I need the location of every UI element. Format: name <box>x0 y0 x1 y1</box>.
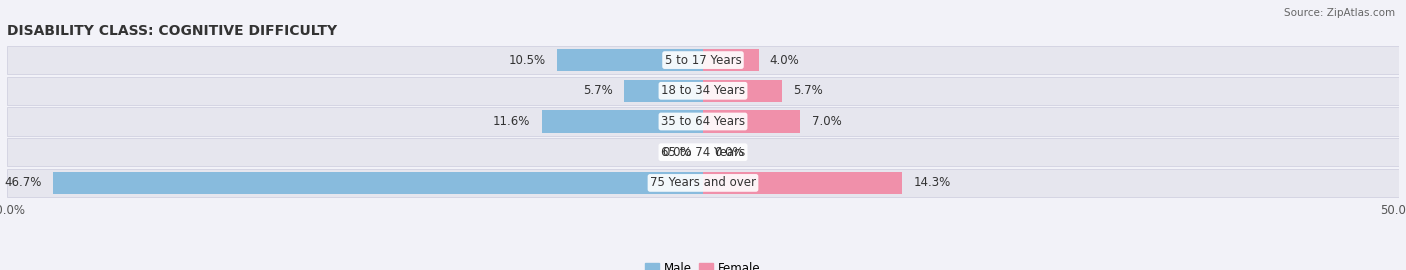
Legend: Male, Female: Male, Female <box>645 262 761 270</box>
Text: 75 Years and over: 75 Years and over <box>650 176 756 190</box>
Text: 35 to 64 Years: 35 to 64 Years <box>661 115 745 128</box>
Bar <box>703 49 759 71</box>
Text: 10.5%: 10.5% <box>509 53 546 67</box>
Bar <box>703 110 800 133</box>
Bar <box>7 77 1399 105</box>
Text: 65 to 74 Years: 65 to 74 Years <box>661 146 745 159</box>
Text: 46.7%: 46.7% <box>4 176 42 190</box>
Bar <box>703 172 903 194</box>
Bar <box>7 169 1399 197</box>
Text: 7.0%: 7.0% <box>811 115 841 128</box>
Bar <box>703 80 782 102</box>
Bar <box>541 110 703 133</box>
Text: Source: ZipAtlas.com: Source: ZipAtlas.com <box>1284 8 1395 18</box>
Text: 4.0%: 4.0% <box>770 53 800 67</box>
Text: 18 to 34 Years: 18 to 34 Years <box>661 84 745 97</box>
Bar <box>7 138 1399 166</box>
Text: 14.3%: 14.3% <box>912 176 950 190</box>
Text: 11.6%: 11.6% <box>494 115 530 128</box>
Text: 0.0%: 0.0% <box>662 146 692 159</box>
Bar <box>53 172 703 194</box>
Text: DISABILITY CLASS: COGNITIVE DIFFICULTY: DISABILITY CLASS: COGNITIVE DIFFICULTY <box>7 24 337 38</box>
Text: 0.0%: 0.0% <box>714 146 744 159</box>
Bar <box>7 107 1399 136</box>
Text: 5.7%: 5.7% <box>582 84 613 97</box>
Text: 5.7%: 5.7% <box>793 84 824 97</box>
Bar <box>624 80 703 102</box>
Bar <box>557 49 703 71</box>
Text: 5 to 17 Years: 5 to 17 Years <box>665 53 741 67</box>
Bar <box>7 46 1399 74</box>
